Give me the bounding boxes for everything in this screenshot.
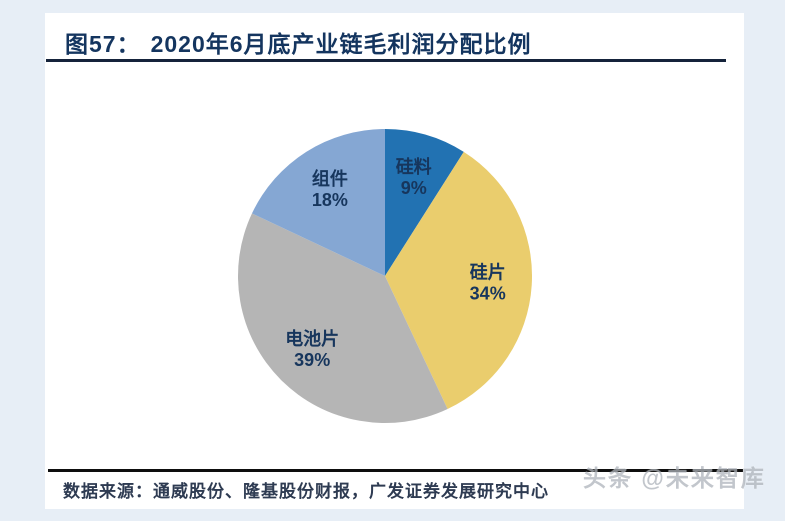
pie-slice-组件 [251, 129, 385, 276]
pie-chart-svg: 硅料 9% 硅片 34% 电池片 39% 组件 18% [237, 129, 533, 424]
figure-title-text: 2020年6月底产业链毛利润分配比例 [150, 31, 532, 57]
data-source-text: 数据来源：通威股份、隆基股份财报，广发证券发展研究中心 [63, 482, 549, 501]
pie-slice-电池片 [237, 213, 448, 424]
pie-slice-硅片 [385, 151, 533, 410]
pie-label-硅片: 硅片 34% [470, 262, 506, 304]
pie-chart: 硅料 9% 硅片 34% 电池片 39% 组件 18% [215, 106, 555, 446]
pie-label-硅料: 硅料 9% [396, 156, 432, 198]
figure-title: 图57： 2020年6月底产业链毛利润分配比例 [65, 25, 532, 59]
title-underline [46, 59, 726, 62]
footer-divider [48, 469, 743, 472]
figure-card: 图57： 2020年6月底产业链毛利润分配比例 硅料 9% 硅片 34% 电池片 39% 组件… [45, 13, 764, 509]
watermark: 头条 @未来智库 [583, 459, 766, 493]
figure-number: 图57： [65, 31, 141, 57]
pie-label-组件: 组件 18% [312, 168, 348, 210]
pie-slice-硅料 [385, 129, 464, 276]
pie-label-电池片: 电池片 39% [285, 328, 339, 370]
watermark-text: 头条 @未来智库 [583, 465, 766, 491]
